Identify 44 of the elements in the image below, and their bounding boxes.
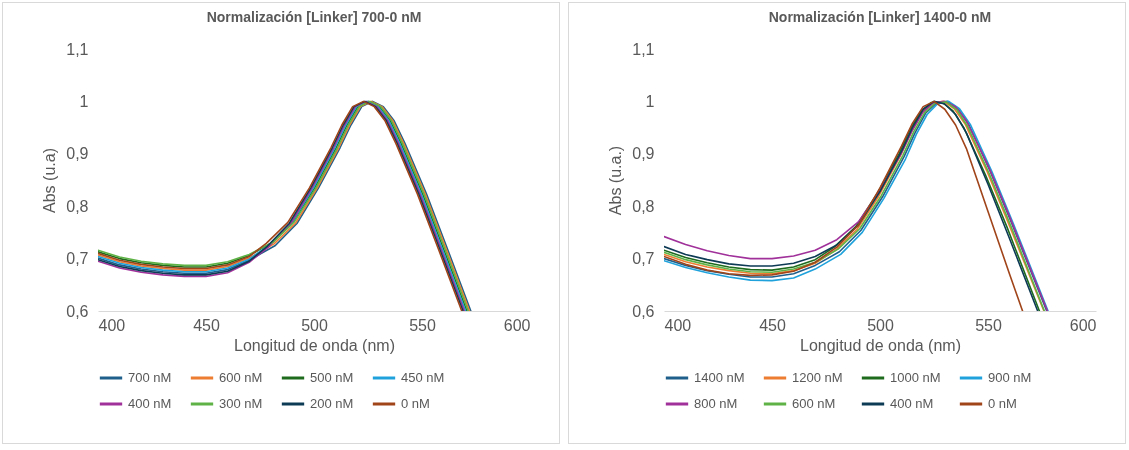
x-tick-label: 600	[1069, 316, 1097, 334]
x-tick-label: 600	[503, 316, 531, 334]
x-tick-label: 400	[98, 316, 126, 334]
legend-label: 1200 nM	[792, 370, 843, 385]
y-tick-label: 0,7	[632, 250, 655, 268]
y-tick-label: 0,9	[66, 145, 89, 163]
chart-title: Normalización [Linker] 1400-0 nM	[768, 9, 992, 25]
legend-label: 300 nM	[219, 396, 263, 411]
x-tick-label: 500	[867, 316, 894, 334]
legend-label: 700 nM	[128, 370, 172, 385]
y-tick-label: 0,7	[66, 250, 89, 268]
legend-label: 400 nM	[128, 396, 172, 411]
legend-label: 0 nM	[988, 396, 1017, 411]
x-tick-label: 450	[759, 316, 786, 334]
y-tick-label: 1,1	[632, 40, 655, 58]
y-tick-label: 0,6	[632, 302, 655, 320]
legend-label: 1400 nM	[694, 370, 745, 385]
legend-label: 1000 nM	[890, 370, 941, 385]
y-axis-title: Abs (u.a)	[41, 148, 59, 213]
x-tick-label: 450	[193, 316, 220, 334]
y-tick-label: 0,9	[632, 145, 655, 163]
x-axis-title: Longitud de onda (nm)	[234, 336, 395, 354]
x-tick-label: 500	[301, 316, 328, 334]
legend-label: 200 nM	[310, 396, 354, 411]
y-tick-label: 1,1	[66, 40, 89, 58]
y-tick-label: 1	[645, 92, 655, 110]
legend-label: 800 nM	[694, 396, 738, 411]
y-axis-title: Abs (u.a.)	[607, 145, 625, 216]
legend-label: 400 nM	[890, 396, 934, 411]
y-tick-label: 1	[79, 92, 89, 110]
x-tick-label: 400	[664, 316, 692, 334]
x-tick-label: 550	[975, 316, 1002, 334]
y-tick-label: 0,8	[66, 197, 89, 215]
y-tick-label: 0,8	[632, 197, 655, 215]
legend-label: 600 nM	[219, 370, 263, 385]
legend-label: 900 nM	[988, 370, 1032, 385]
chart-title: Normalización [Linker] 700-0 nM	[206, 9, 422, 25]
legend-label: 500 nM	[310, 370, 354, 385]
y-tick-label: 0,6	[66, 302, 89, 320]
legend-label: 450 nM	[401, 370, 445, 385]
x-tick-label: 550	[409, 316, 436, 334]
legend-label: 0 nM	[401, 396, 430, 411]
x-axis-title: Longitud de onda (nm)	[800, 336, 961, 354]
legend-label: 600 nM	[792, 396, 836, 411]
